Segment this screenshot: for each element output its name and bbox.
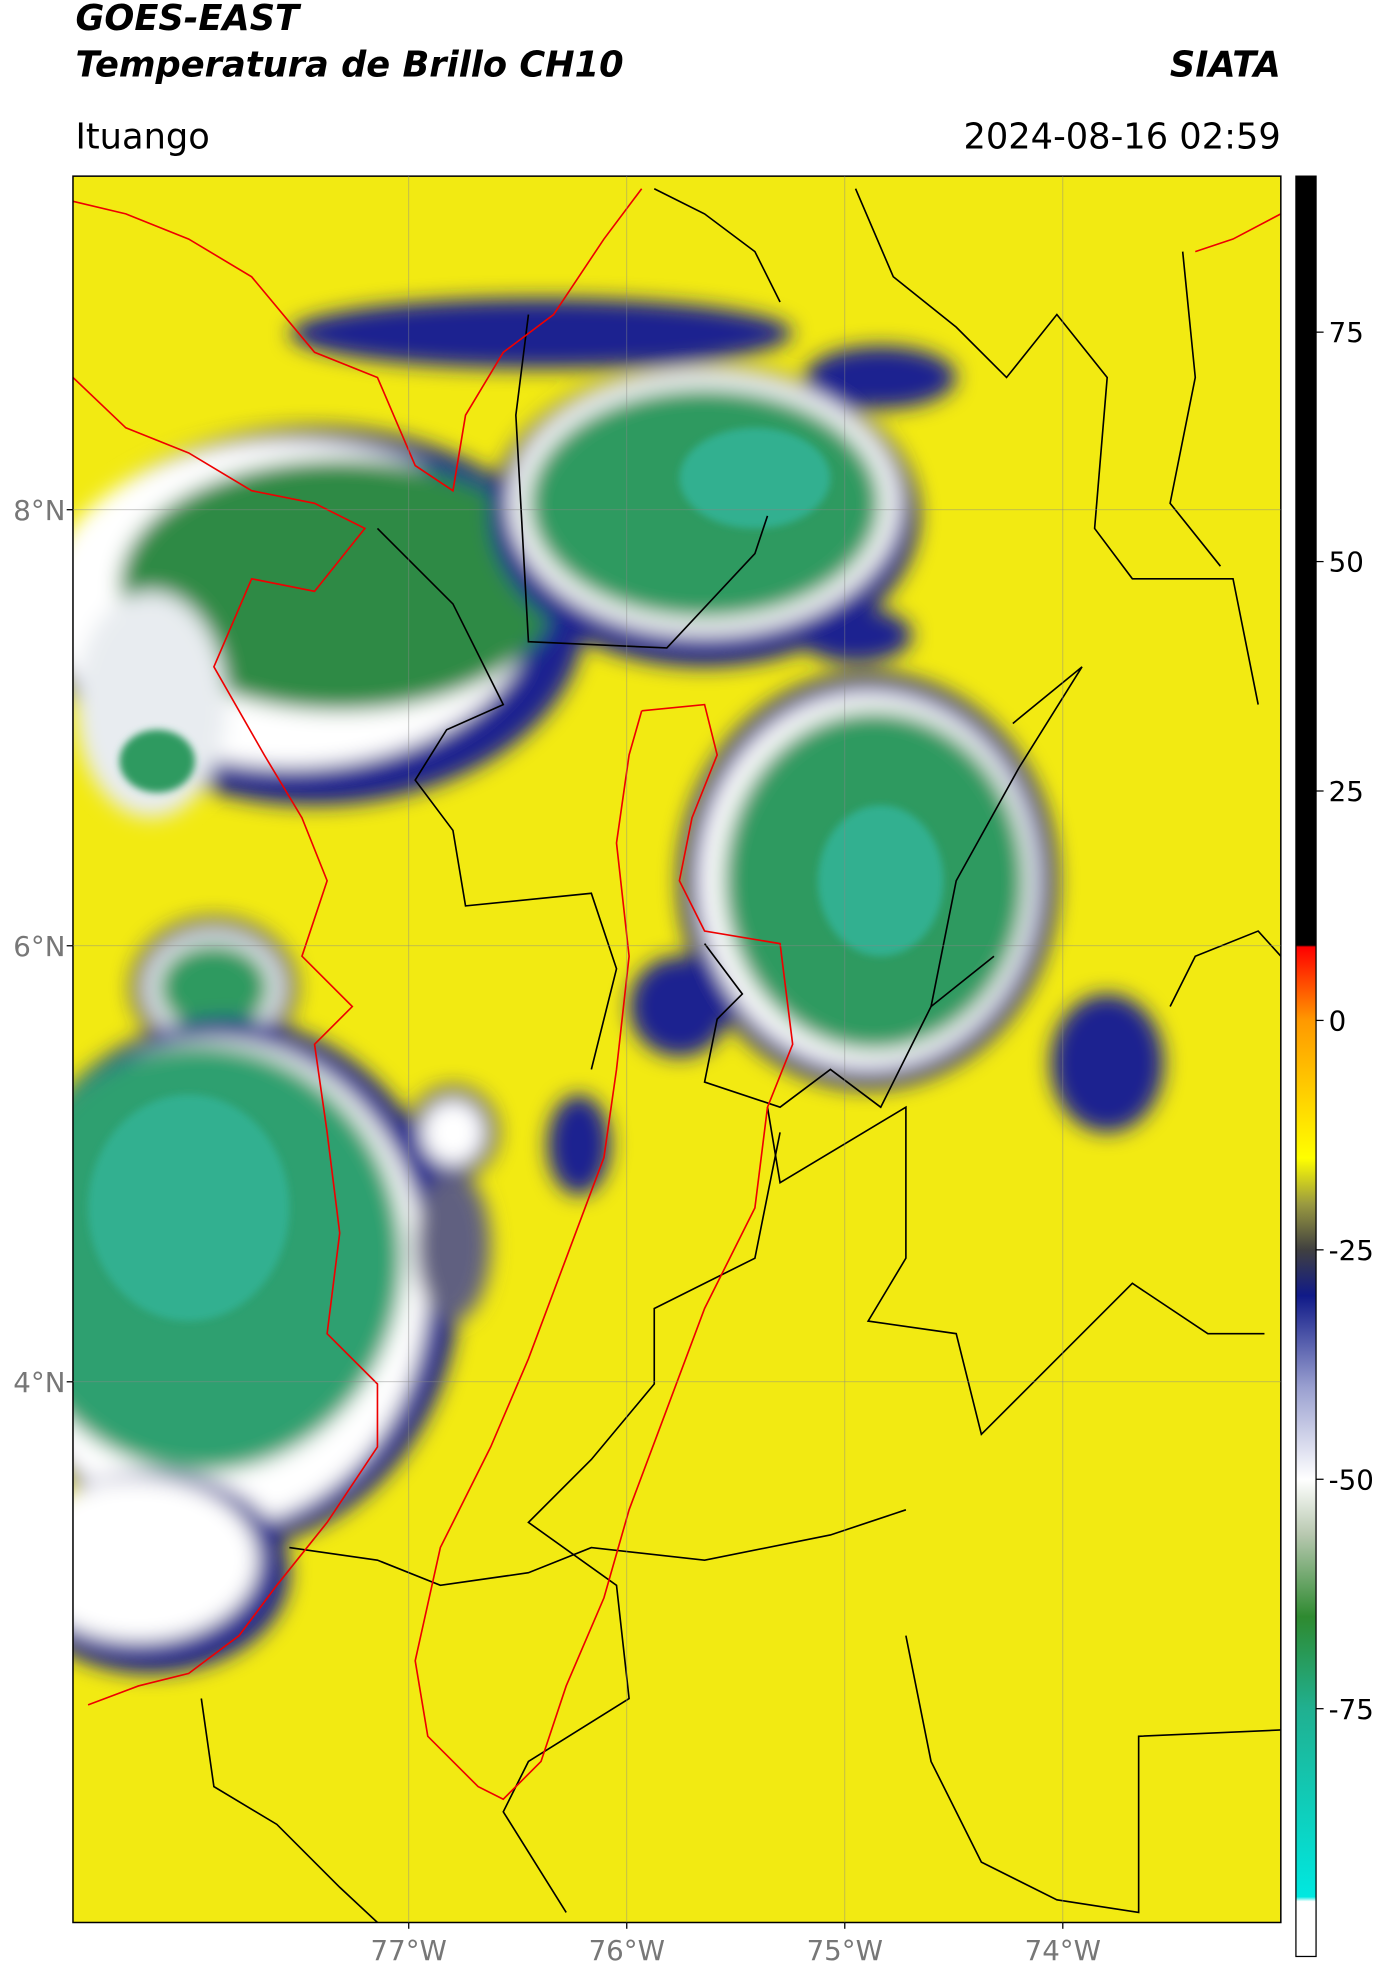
lat-tick-label: 4°N	[13, 1366, 65, 1399]
colorbar-tick-label: -50	[1329, 1463, 1374, 1496]
lat-tick-label: 6°N	[13, 930, 65, 963]
lat-tick-label: 8°N	[13, 494, 65, 527]
location: Ituango	[75, 116, 209, 157]
lon-tick-label: 77°W	[371, 1934, 447, 1967]
colorbar-tick-label: 50	[1329, 546, 1364, 579]
colorbar-tick-label: -25	[1329, 1234, 1374, 1267]
title: GOES-EAST	[75, 0, 302, 39]
lon-tick-label: 76°W	[589, 1934, 665, 1967]
admin-borders	[200, 187, 1281, 1923]
satellite-image	[72, 176, 1281, 1923]
colorbar-tick-label: -75	[1329, 1693, 1374, 1726]
lon-tick-label: 74°W	[1025, 1934, 1101, 1967]
colorbar-tick-label: 0	[1329, 1004, 1347, 1037]
colorbar	[1295, 175, 1317, 1958]
coastline	[72, 188, 1281, 1801]
organization: SIATA	[1170, 45, 1281, 86]
subtitle: Temperatura de Brillo CH10	[75, 45, 623, 86]
cloud-cores	[88, 427, 944, 1322]
lon-tick-label: 75°W	[807, 1934, 883, 1967]
colorbar-tick-label: 25	[1329, 775, 1364, 808]
map-frame	[72, 175, 1282, 1924]
datetime: 2024-08-16 02:59	[963, 116, 1280, 157]
cloud-tops	[72, 298, 1164, 1674]
colorbar-tick-label: 75	[1329, 316, 1364, 349]
